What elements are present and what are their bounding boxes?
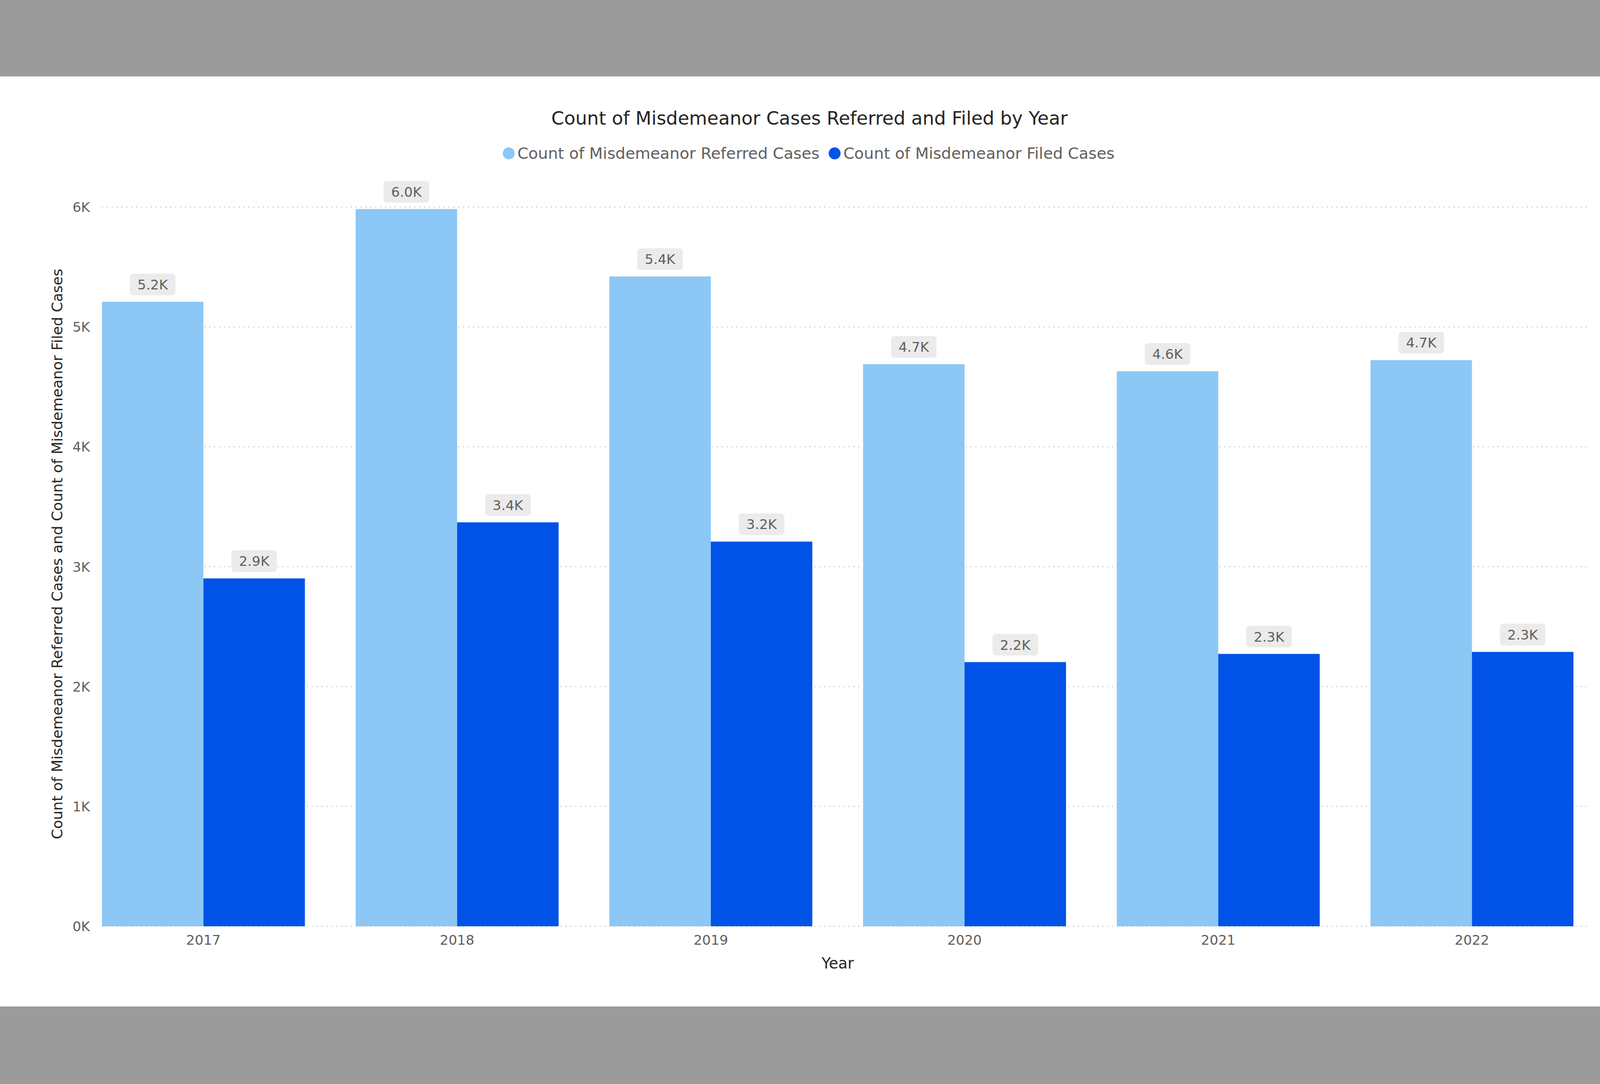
bar <box>609 276 711 927</box>
data-label: 4.7K <box>898 339 930 356</box>
y-axis-title: Count of Misdemeanor Referred Cases and … <box>48 268 66 840</box>
data-label-box <box>992 634 1039 657</box>
y-tick-label: 0K <box>72 919 91 935</box>
legend-marker <box>502 147 515 160</box>
y-tick-label: 4K <box>72 439 91 455</box>
legend: Count of Misdemeanor Referred Cases Count… <box>502 144 1115 163</box>
data-label: 2.3K <box>1253 629 1285 646</box>
bar <box>457 522 559 927</box>
bar <box>863 364 965 927</box>
grid-line <box>101 806 1590 808</box>
bar <box>203 578 305 927</box>
bar <box>1116 371 1219 927</box>
y-axis: 0K 1K 2K 3K 4K 5K 6K <box>72 199 1590 935</box>
x-tick-label: 2019 <box>693 932 729 949</box>
grid-line <box>101 926 1590 928</box>
data-label: 6.0K <box>390 184 422 201</box>
x-tick-label: 2020 <box>947 932 982 949</box>
data-label-box <box>1245 626 1292 648</box>
x-tick-label: 2018 <box>439 932 475 949</box>
y-tick-label: 6K <box>72 199 91 216</box>
bar <box>355 209 458 927</box>
data-label-box <box>890 336 937 358</box>
data-label: 3.2K <box>746 516 778 533</box>
data-label: 5.4K <box>644 251 676 268</box>
data-label-box <box>130 273 176 296</box>
grid-line <box>101 686 1590 688</box>
bar <box>964 662 1066 927</box>
data-label: 2.2K <box>999 637 1031 654</box>
data-label-box <box>485 494 531 517</box>
grid-line <box>101 566 1590 568</box>
x-axis-title: Year <box>820 954 854 973</box>
x-tick-label: 2021 <box>1200 932 1236 949</box>
legend-label: Count of Misdemeanor Filed Cases <box>843 144 1115 163</box>
chart-title: Count of Misdemeanor Cases Referred and … <box>551 107 1068 130</box>
legend-marker <box>828 147 841 160</box>
data-label: 4.7K <box>1405 335 1437 351</box>
data-label-box <box>1144 343 1191 365</box>
bars <box>101 209 1574 927</box>
y-tick-label: 2K <box>72 679 91 696</box>
bar <box>710 541 813 927</box>
data-label-box <box>1499 624 1546 646</box>
data-label-box <box>1398 331 1444 354</box>
x-tick-label: 2022 <box>1454 932 1490 949</box>
y-tick-label: 1K <box>72 799 91 815</box>
grid-line <box>101 446 1590 448</box>
bar <box>101 301 204 927</box>
chart-svg: Count of Misdemeanor Cases Referred and … <box>0 0 1600 1084</box>
grid-line <box>101 326 1590 328</box>
bar <box>1218 654 1320 927</box>
bar <box>1370 360 1473 927</box>
grid-line <box>101 206 1590 208</box>
data-label-box <box>231 550 278 573</box>
data-label-box <box>637 248 683 271</box>
data-label: 2.3K <box>1507 627 1539 644</box>
x-tick-label: 2017 <box>185 932 221 949</box>
data-label: 2.9K <box>239 553 271 570</box>
data-labels: 5.2K 2.9K 6.0K 3.4K 5.4K 3.2K 4.7K 2.2K 4.6K 2.3K… <box>130 181 1546 657</box>
x-axis: 2017 2018 2019 2020 2021 2022 <box>185 932 1489 949</box>
data-label-box <box>383 181 430 203</box>
data-label-box <box>739 513 785 536</box>
y-tick-label: 5K <box>72 319 91 336</box>
data-label: 3.4K <box>492 497 524 514</box>
data-label: 5.2K <box>137 277 169 293</box>
legend-label: Count of Misdemeanor Referred Cases <box>517 144 820 163</box>
data-label: 4.6K <box>1152 346 1184 363</box>
y-tick-label: 3K <box>72 559 91 576</box>
bar <box>1472 652 1574 927</box>
